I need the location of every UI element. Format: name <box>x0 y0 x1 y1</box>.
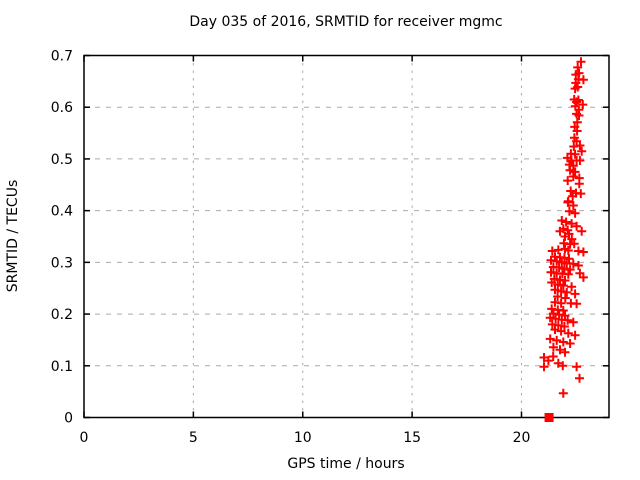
y-tick-label: 0 <box>64 411 73 427</box>
y-tick-label: 0.6 <box>51 100 73 116</box>
plot-border <box>83 54 610 419</box>
y-tick-label: 0.7 <box>51 49 73 65</box>
y-tick-label: 0.1 <box>51 359 73 375</box>
x-tick-label: 0 <box>80 430 89 446</box>
y-axis-label: SRMTID / TECUs <box>5 180 21 293</box>
y-tick-label: 0.5 <box>51 152 73 168</box>
y-tick-label: 0.3 <box>51 255 73 271</box>
chart-title: Day 035 of 2016, SRMTID for receiver mgm… <box>189 14 502 30</box>
x-tick-label: 20 <box>513 430 531 446</box>
x-tick-label: 5 <box>189 430 198 446</box>
y-tick-label: 0.4 <box>51 204 73 220</box>
x-tick-label: 15 <box>403 430 421 446</box>
x-axis-label: GPS time / hours <box>287 456 404 472</box>
scatter-point-square <box>544 413 554 422</box>
x-tick-label: 10 <box>294 430 312 446</box>
scatter-points-plus <box>539 57 588 398</box>
y-tick-label: 0.2 <box>51 307 73 323</box>
